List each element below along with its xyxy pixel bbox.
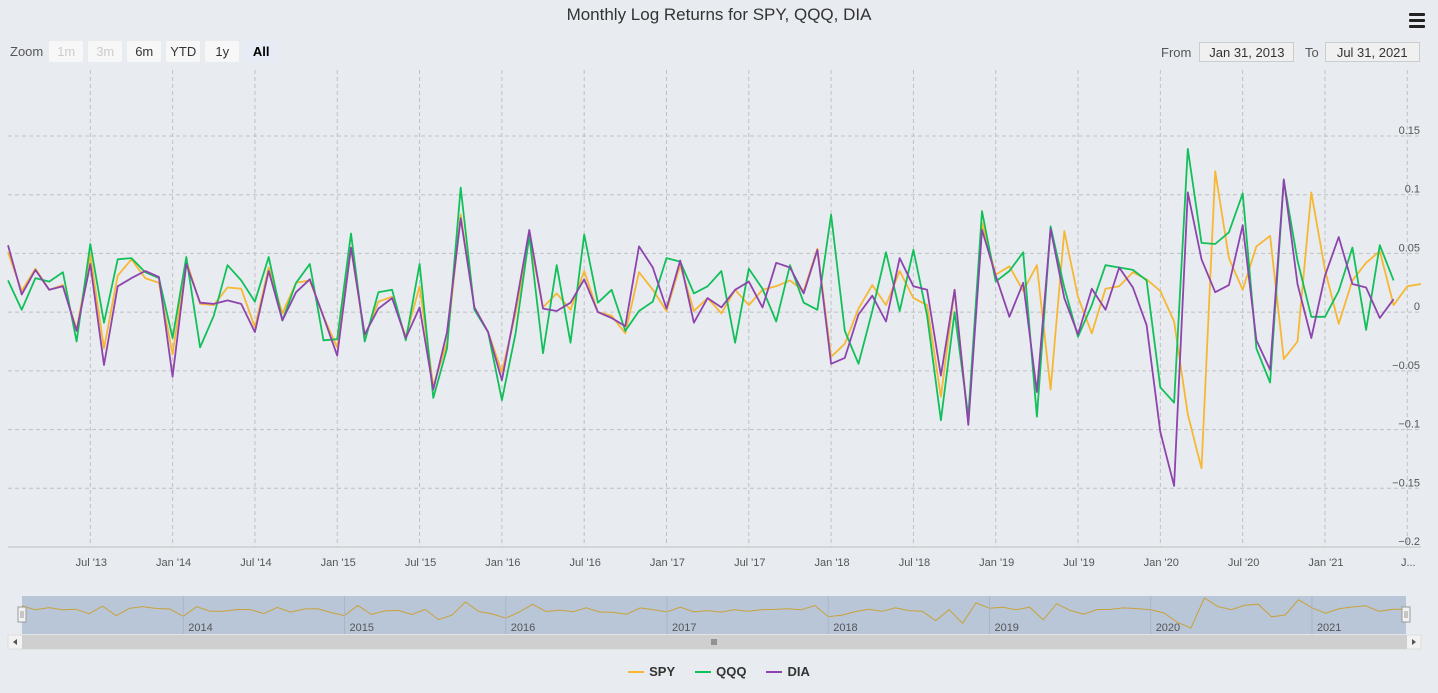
x-tick-label: Jul '14 (240, 557, 271, 569)
legend-item-dia[interactable]: DIA (766, 664, 810, 679)
legend-label: QQQ (716, 664, 747, 679)
y-tick-label: −0.15 (1392, 477, 1420, 489)
y-tick-label: 0 (1414, 301, 1420, 313)
navigator-series-line (21, 597, 1407, 629)
navigator-year-label: 2015 (349, 622, 373, 634)
scroll-left-icon (13, 639, 17, 645)
range-from: From (1161, 41, 1295, 63)
x-tick-label: Jul '17 (734, 557, 765, 569)
legend-label: SPY (649, 664, 676, 679)
x-tick-label: Jul '15 (405, 557, 436, 569)
x-tick-label: Jul '16 (569, 557, 600, 569)
x-tick-label: Jan '19 (979, 557, 1014, 569)
x-tick-label: Jul '19 (1063, 557, 1094, 569)
y-tick-label: 0.1 (1405, 184, 1420, 196)
navigator-year-label: 2020 (1156, 622, 1180, 634)
x-tick-label: Jan '21 (1308, 557, 1343, 569)
zoom-selector: Zoom 1m 3m 6m YTD 1y All (10, 40, 283, 62)
navigator-year-label: 2019 (994, 622, 1018, 634)
y-tick-label: −0.05 (1392, 360, 1420, 372)
series-line-dia (7, 178, 1395, 487)
series-line-qqq (7, 147, 1395, 422)
x-tick-label: Jan '17 (650, 557, 685, 569)
y-tick-label: 0.15 (1399, 125, 1420, 137)
legend-item-qqq[interactable]: QQQ (695, 664, 746, 679)
legend-line-icon (628, 670, 645, 673)
zoom-1y-button[interactable]: 1y (205, 40, 240, 62)
zoom-all-button[interactable]: All (244, 40, 279, 62)
x-tick-label: Jan '20 (1144, 557, 1179, 569)
chart-title: Monthly Log Returns for SPY, QQQ, DIA (566, 5, 872, 24)
x-tick-label: Jan '15 (321, 557, 356, 569)
handle-body (1401, 606, 1411, 623)
legend-line-icon (766, 670, 783, 673)
navigator-selection (22, 596, 1406, 634)
range-to: To (1305, 41, 1420, 63)
x-tick-label: J... (1401, 557, 1416, 569)
x-tick-label: Jan '14 (156, 557, 191, 569)
to-date-input[interactable] (1324, 42, 1420, 62)
y-tick-label: 0.05 (1399, 242, 1420, 254)
navigator-year-label: 2014 (188, 622, 212, 634)
x-tick-label: Jan '18 (815, 557, 850, 569)
y-tick-label: −0.2 (1398, 536, 1420, 548)
zoom-ytd-button[interactable]: YTD (166, 40, 201, 62)
navigator-year-label: 2017 (672, 622, 696, 634)
navigator-year-label: 2021 (1317, 622, 1341, 634)
navigator-year-label: 2016 (511, 622, 535, 634)
series-line-spy (7, 170, 1422, 470)
handle-body (17, 606, 27, 623)
navigator-right-handle[interactable] (1401, 606, 1411, 623)
scroll-right-icon (1412, 639, 1416, 645)
navigator-scrollbar[interactable] (7, 634, 1422, 650)
legend-item-spy[interactable]: SPY (628, 664, 675, 679)
y-tick-label: −0.1 (1398, 419, 1420, 431)
x-tick-label: Jan '16 (485, 557, 520, 569)
legend-line-icon (695, 670, 712, 673)
from-date-input[interactable] (1199, 42, 1295, 62)
x-tick-label: Jul '13 (76, 557, 107, 569)
menu-icon[interactable] (1404, 8, 1430, 32)
navigator-year-label: 2018 (833, 622, 857, 634)
from-label: From (1161, 44, 1192, 60)
zoom-label: Zoom (10, 43, 44, 59)
zoom-3m-button[interactable]: 3m (88, 40, 123, 62)
to-label: To (1305, 44, 1319, 60)
zoom-1m-button[interactable]: 1m (49, 40, 84, 62)
legend: SPY QQQ DIA (0, 664, 1438, 679)
x-tick-label: Jul '20 (1228, 557, 1259, 569)
zoom-6m-button[interactable]: 6m (127, 40, 162, 62)
legend-label: DIA (787, 664, 810, 679)
navigator-left-handle[interactable] (17, 606, 27, 623)
x-tick-label: Jul '18 (899, 557, 930, 569)
